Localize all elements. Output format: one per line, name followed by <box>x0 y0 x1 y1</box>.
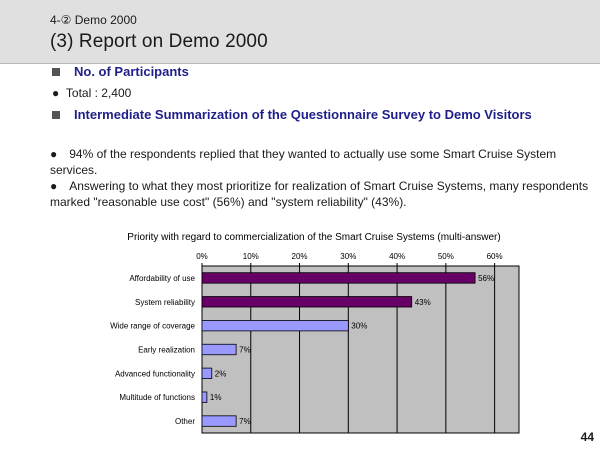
breadcrumb: 4-② Demo 2000 <box>50 13 137 27</box>
survey-heading-text: Intermediate Summarization of the Questi… <box>74 107 532 122</box>
participants-heading: No. of Participants <box>52 64 189 79</box>
header-divider <box>0 63 600 64</box>
round-bullet-icon: ● <box>52 86 60 100</box>
value-label: 1% <box>210 393 222 402</box>
category-label: Other <box>175 417 195 426</box>
value-label: 30% <box>351 322 367 331</box>
tick-label: 50% <box>438 252 454 261</box>
category-label: Multitude of functions <box>119 393 195 402</box>
value-label: 43% <box>415 298 431 307</box>
value-label: 7% <box>239 417 251 426</box>
bar <box>201 343 237 356</box>
plot-area <box>201 265 520 434</box>
tick-label: 30% <box>340 252 356 261</box>
header-band <box>0 0 600 63</box>
category-label: Wide range of coverage <box>110 322 195 331</box>
tick-label: 40% <box>389 252 405 261</box>
bars <box>201 272 476 427</box>
value-label: 7% <box>239 346 251 355</box>
category-label: Affordability of use <box>129 274 195 283</box>
finding-2: ● Answering to what they most prioritize… <box>50 179 589 209</box>
survey-findings: ● 94% of the respondents replied that th… <box>50 146 595 210</box>
survey-heading: Intermediate Summarization of the Questi… <box>52 107 532 122</box>
category-label: Early realization <box>138 346 195 355</box>
bar <box>201 296 413 308</box>
category-label: Advanced functionality <box>115 369 195 378</box>
square-bullet-icon <box>52 67 60 76</box>
tick-labels: 0% 10% 20% 30% 40% 50% 60% <box>196 252 502 261</box>
bar <box>201 415 237 427</box>
tick-label: 0% <box>196 252 208 261</box>
category-labels: Affordability of use System reliability Wi… <box>110 274 195 426</box>
page-number: 44 <box>580 430 594 444</box>
square-bullet-icon <box>52 110 60 119</box>
participants-heading-text: No. of Participants <box>74 64 189 79</box>
value-label: 56% <box>478 274 494 283</box>
chart-title: Priority with regard to commercializatio… <box>127 232 500 243</box>
value-label: 2% <box>215 369 227 378</box>
tick-label: 60% <box>487 252 503 261</box>
tick-label: 20% <box>292 252 308 261</box>
category-label: System reliability <box>135 298 195 307</box>
page-title: (3) Report on Demo 2000 <box>50 31 268 52</box>
finding-1: ● 94% of the respondents replied that th… <box>50 147 557 177</box>
value-labels: 56% 43% 30% 7% 2% 1% 7% <box>210 274 494 426</box>
total-participants-text: Total : 2,400 <box>65 86 132 100</box>
total-participants: ● Total : 2,400 <box>52 86 131 100</box>
grid-lines <box>201 263 496 433</box>
bar <box>201 391 208 403</box>
tick-label: 10% <box>243 252 259 261</box>
bar <box>201 367 213 380</box>
bar <box>201 272 476 284</box>
bar <box>201 319 349 332</box>
